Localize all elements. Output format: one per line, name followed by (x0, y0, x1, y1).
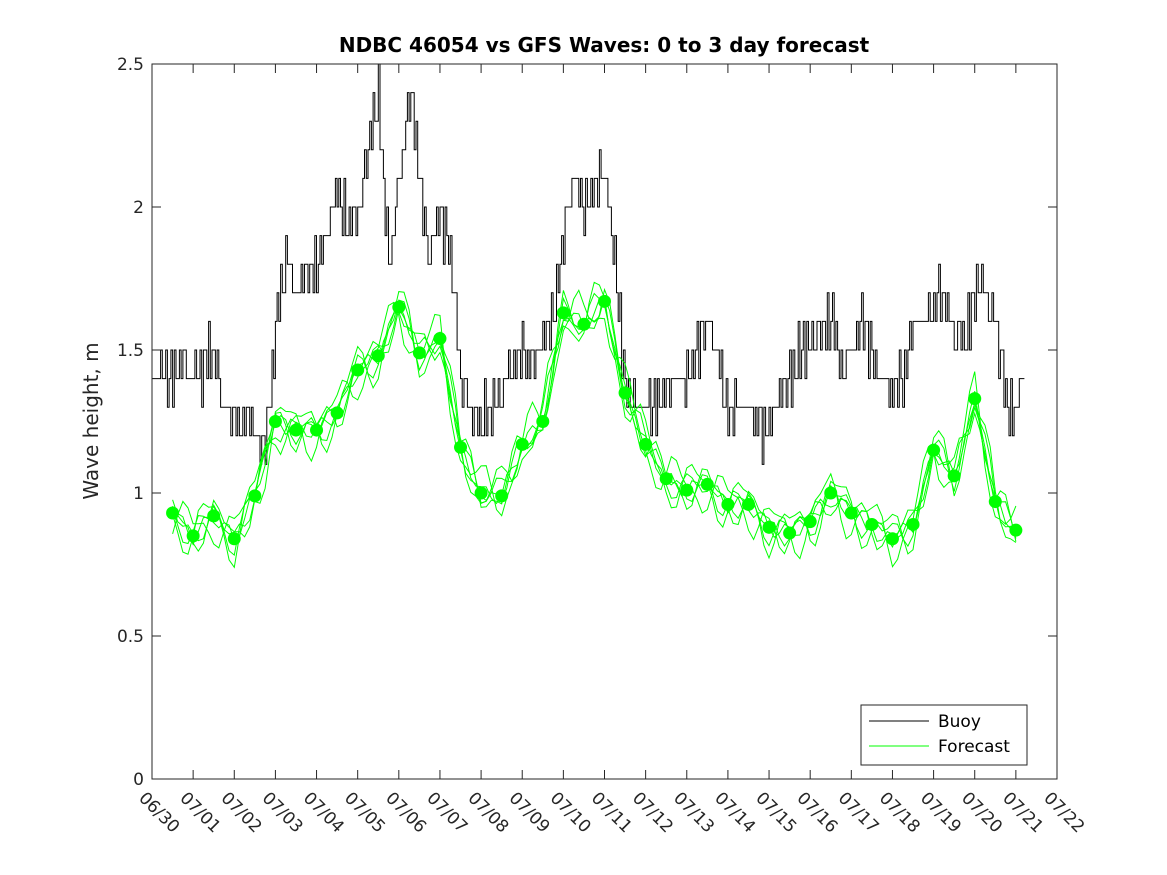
legend-box (860, 704, 1028, 766)
forecast-point (227, 532, 241, 546)
forecast-point (248, 489, 262, 503)
forecast-point (844, 506, 858, 520)
x-tick-label: 07/17 (834, 788, 883, 837)
y-tick-label: 0.5 (117, 627, 144, 647)
forecast-point (474, 486, 488, 500)
x-tick-label: 07/21 (998, 788, 1047, 837)
forecast-point (556, 306, 570, 320)
forecast-point (515, 437, 529, 451)
x-tick-label: 07/05 (340, 788, 389, 837)
forecast-point (824, 486, 838, 500)
plot-area (152, 64, 1057, 779)
x-tick-label: 07/11 (587, 788, 636, 837)
x-tick-label: 07/10 (546, 788, 595, 837)
forecast-point (186, 529, 200, 543)
legend-forecast-label: Forecast (938, 737, 1010, 757)
forecast-point (351, 363, 365, 377)
forecast-point (721, 497, 735, 511)
buoy-series (152, 63, 1025, 465)
x-tick-label: 07/09 (505, 788, 554, 837)
forecast-point (577, 317, 591, 331)
forecast-point (392, 300, 406, 314)
forecast-point (803, 515, 817, 529)
forecast-point (598, 294, 611, 308)
forecast-point (1009, 523, 1023, 537)
forecast-point (680, 483, 694, 497)
x-tick-label: 07/16 (793, 788, 842, 837)
forecast-point (412, 346, 426, 360)
x-tick-label: 07/18 (875, 788, 924, 837)
forecast-point (700, 477, 714, 491)
forecast-point (207, 509, 221, 523)
x-tick-label: 07/01 (176, 788, 225, 837)
forecast-point (762, 520, 776, 534)
x-tick-label: 07/06 (381, 788, 430, 837)
forecast-point (310, 423, 324, 437)
forecast-point (433, 332, 447, 346)
forecast-point (783, 526, 797, 540)
forecast-point (166, 506, 180, 520)
forecast-point (865, 517, 879, 531)
y-tick-label: 1.5 (117, 341, 144, 361)
x-tick-label: 07/15 (752, 788, 801, 837)
y-axis-label: Wave height, m (79, 342, 103, 499)
x-tick-label: 07/07 (422, 788, 471, 837)
forecast-point (618, 386, 632, 400)
x-tick-label: 07/19 (916, 788, 965, 837)
forecast-point (659, 472, 673, 486)
x-tick-label: 07/03 (258, 788, 307, 837)
x-tick-label: 07/04 (299, 788, 348, 837)
x-tick-label: 07/08 (464, 788, 513, 837)
legend: Buoy Forecast (860, 704, 1028, 766)
forecast-point (536, 415, 550, 428)
x-tick-label: 07/13 (669, 788, 718, 837)
x-tick-label: 07/02 (217, 788, 266, 837)
forecast-point (371, 349, 385, 363)
x-tick-label: 07/20 (957, 788, 1006, 837)
forecast-point (330, 406, 344, 420)
chart-title: NDBC 46054 vs GFS Waves: 0 to 3 day fore… (339, 33, 870, 57)
forecast-line (172, 287, 1017, 555)
forecast-point (454, 440, 468, 454)
forecast-point (639, 437, 653, 451)
forecast-point (289, 423, 303, 437)
buoy-line (152, 63, 1025, 465)
forecast-point (988, 495, 1002, 509)
y-tick-label: 2 (133, 198, 144, 218)
y-tick-label: 0 (133, 770, 144, 790)
x-tick-label: 06/30 (134, 788, 183, 837)
x-tick-label: 07/14 (710, 788, 759, 837)
forecast-point (495, 489, 509, 503)
forecast-point (968, 392, 982, 406)
x-tick-label: 07/12 (628, 788, 677, 837)
forecast-point (885, 532, 899, 546)
forecast-point (268, 415, 282, 428)
y-tick-label: 2.5 (117, 55, 144, 75)
legend-buoy-label: Buoy (938, 712, 981, 732)
forecast-point (906, 517, 920, 531)
forecast-series (166, 281, 1023, 569)
forecast-point (741, 497, 755, 511)
forecast-point (927, 443, 941, 457)
y-tick-label: 1 (133, 484, 144, 504)
forecast-point (947, 469, 961, 483)
forecast-line (172, 289, 1017, 568)
x-tick-label: 07/22 (1039, 788, 1088, 837)
